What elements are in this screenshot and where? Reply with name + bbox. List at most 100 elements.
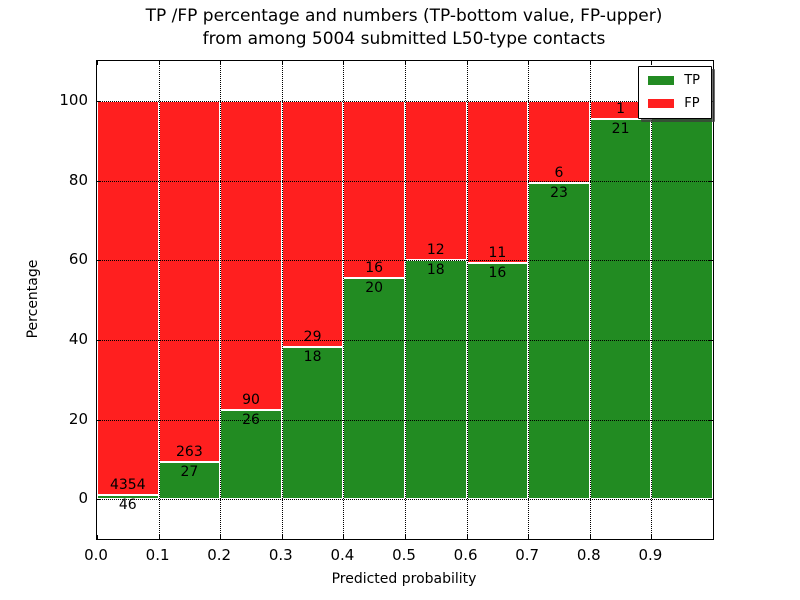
x-tick-mark (589, 61, 591, 65)
y-tick-mark (709, 260, 713, 262)
y-tick-label: 20 (68, 409, 88, 428)
x-tick-mark (281, 61, 283, 65)
bar-segment-tp (528, 183, 590, 500)
x-tick-label: 0.6 (453, 546, 478, 564)
y-tick-mark (709, 499, 713, 501)
x-tick-mark (589, 535, 591, 539)
y-tick-mark (709, 180, 713, 182)
bar-segment-tp (466, 263, 529, 500)
y-tick-label: 0 (78, 489, 88, 508)
tp-count-label: 23 (550, 185, 568, 202)
y-tick-label: 100 (59, 90, 88, 109)
x-tick-label: 0.1 (145, 546, 170, 564)
bar-segment-fp (466, 100, 529, 264)
fp-legend-swatch-icon (648, 99, 675, 108)
chart-title-line2: from among 5004 submitted L50-type conta… (202, 29, 606, 49)
x-tick-label: 0.4 (330, 546, 355, 564)
x-tick-label: 0.5 (392, 546, 416, 564)
tp-count-label: 18 (426, 262, 445, 279)
x-tick-label: 0.8 (576, 546, 601, 564)
legend-item-fp: FP (648, 97, 700, 110)
bar-segment-fp (220, 100, 282, 410)
y-tick-mark (709, 339, 713, 341)
x-tick-mark (97, 61, 98, 65)
x-tick-mark (405, 61, 406, 65)
x-tick-mark (343, 535, 345, 539)
y-tick-mark (97, 339, 101, 341)
fp-count-label: 11 (488, 245, 507, 262)
x-tick-mark (281, 535, 283, 539)
fp-count-label: 263 (176, 444, 203, 461)
fp-count-label: 90 (242, 391, 260, 408)
fp-count-label: 6 (554, 165, 564, 182)
v-gridline (651, 61, 653, 539)
tp-legend-swatch-icon (648, 76, 675, 85)
bar-segment-fp (97, 100, 159, 495)
x-tick-label: 0.0 (84, 546, 108, 564)
fp-count-label: 29 (303, 328, 322, 345)
x-tick-mark (405, 535, 406, 539)
tp-count-label: 16 (488, 265, 507, 282)
v-gridline (343, 61, 345, 539)
x-tick-mark (220, 61, 222, 65)
tp-count-label: 26 (242, 411, 260, 428)
v-gridline (158, 61, 160, 539)
v-gridline (281, 61, 283, 539)
x-tick-mark (651, 61, 653, 65)
v-gridline (528, 61, 530, 539)
x-tick-mark (343, 61, 345, 65)
fp-count-label: 12 (426, 242, 445, 259)
x-tick-mark (466, 535, 468, 539)
x-tick-mark (158, 61, 160, 65)
legend: TP FP (638, 66, 712, 119)
x-tick-mark (466, 61, 468, 65)
tp-count-label: 46 (118, 496, 137, 513)
x-tick-mark (220, 535, 222, 539)
y-tick-mark (97, 499, 101, 501)
legend-item-tp: TP (648, 74, 700, 87)
bar-segment-tp (343, 277, 405, 500)
bar-segment-tp (97, 494, 159, 500)
chart-title: TP /FP percentage and numbers (TP-bottom… (96, 5, 712, 51)
x-tick-mark (528, 61, 530, 65)
bar-segment-fp (528, 100, 590, 184)
x-tick-label: 0.9 (638, 546, 663, 564)
v-gridline (466, 61, 468, 539)
x-tick-mark (97, 535, 98, 539)
v-gridline (589, 61, 591, 539)
bar-segment-fp (343, 100, 405, 278)
x-axis-label: Predicted probability (331, 571, 477, 587)
y-tick-mark (709, 419, 713, 421)
v-gridline (220, 61, 222, 539)
x-tick-label: 0.2 (207, 546, 232, 564)
bar-segment-tp (589, 118, 652, 500)
tp-count-label: 20 (365, 279, 384, 296)
x-tick-label: 0.3 (268, 546, 293, 564)
y-tick-mark (97, 180, 101, 182)
fp-count-label: 1 (616, 100, 626, 117)
tp-count-label: 27 (180, 464, 199, 481)
y-tick-mark (97, 100, 101, 102)
x-tick-mark (651, 535, 653, 539)
bar-segment-tp (651, 100, 713, 500)
tp-count-label: 18 (303, 348, 322, 365)
bar-segment-tp (158, 462, 221, 500)
tp-legend-label: TP (684, 73, 700, 88)
x-tick-mark (528, 535, 530, 539)
x-tick-label: 0.7 (515, 546, 540, 564)
bar-segment-tp (405, 260, 467, 500)
v-gridline (405, 61, 406, 539)
fp-count-label: 16 (365, 259, 384, 276)
y-tick-label: 60 (68, 250, 88, 269)
y-tick-label: 40 (68, 329, 88, 348)
fp-legend-label: FP (684, 96, 700, 111)
plot-area: TP FP 4354 46 263 27 90 26 29 18 16 20 12 18 11 16 6 23… (96, 60, 714, 540)
bar-segment-tp (281, 346, 344, 500)
tp-count-label: 21 (611, 120, 630, 137)
chart-title-line1: TP /FP percentage and numbers (TP-bottom… (145, 6, 663, 26)
x-tick-mark (158, 535, 160, 539)
fp-count-label: 4354 (109, 476, 146, 493)
y-tick-mark (97, 419, 101, 421)
y-tick-label: 80 (68, 170, 88, 189)
